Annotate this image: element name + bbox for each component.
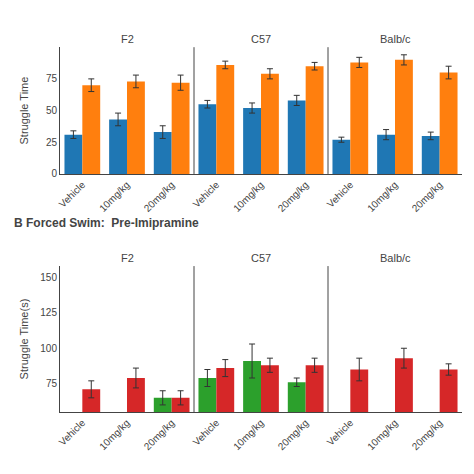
svg-text:Balb/c: Balb/c: [380, 252, 411, 264]
svg-text:F2: F2: [121, 252, 134, 264]
svg-text:10mg/kg: 10mg/kg: [97, 417, 132, 452]
svg-text:10mg/kg: 10mg/kg: [231, 179, 266, 214]
svg-text:20mg/kg: 20mg/kg: [410, 179, 445, 214]
svg-text:20mg/kg: 20mg/kg: [410, 417, 445, 452]
svg-text:C57: C57: [251, 33, 271, 45]
svg-text:20mg/kg: 20mg/kg: [142, 179, 177, 214]
svg-text:125: 125: [40, 307, 57, 318]
svg-text:75: 75: [46, 378, 58, 389]
svg-text:Struggle Time(s): Struggle Time(s): [18, 299, 30, 380]
svg-text:10mg/kg: 10mg/kg: [97, 179, 132, 214]
svg-text:Vehicle: Vehicle: [325, 179, 356, 210]
svg-text:Balb/c: Balb/c: [380, 33, 411, 45]
svg-text:20mg/kg: 20mg/kg: [142, 417, 177, 452]
svg-text:150: 150: [40, 272, 57, 283]
svg-text:Vehicle: Vehicle: [57, 417, 88, 448]
svg-text:20mg/kg: 20mg/kg: [276, 179, 311, 214]
svg-text:Vehicle: Vehicle: [325, 417, 356, 448]
svg-text:C57: C57: [251, 252, 271, 264]
svg-text:100: 100: [40, 343, 57, 354]
svg-text:25: 25: [46, 137, 58, 148]
svg-text:0: 0: [51, 168, 57, 179]
svg-text:50: 50: [46, 105, 58, 116]
svg-text:B Forced Swim: Pre-Imipramine: B Forced Swim: Pre-Imipramine: [14, 216, 199, 230]
svg-text:10mg/kg: 10mg/kg: [231, 417, 266, 452]
svg-text:10mg/kg: 10mg/kg: [365, 417, 400, 452]
svg-text:Vehicle: Vehicle: [191, 417, 222, 448]
svg-text:20mg/kg: 20mg/kg: [276, 417, 311, 452]
svg-text:10mg/kg: 10mg/kg: [365, 179, 400, 214]
svg-text:Vehicle: Vehicle: [57, 179, 88, 210]
svg-text:F2: F2: [121, 33, 134, 45]
svg-text:75: 75: [46, 73, 58, 84]
svg-text:Struggle Time: Struggle Time: [18, 77, 30, 145]
svg-text:Vehicle: Vehicle: [191, 179, 222, 210]
